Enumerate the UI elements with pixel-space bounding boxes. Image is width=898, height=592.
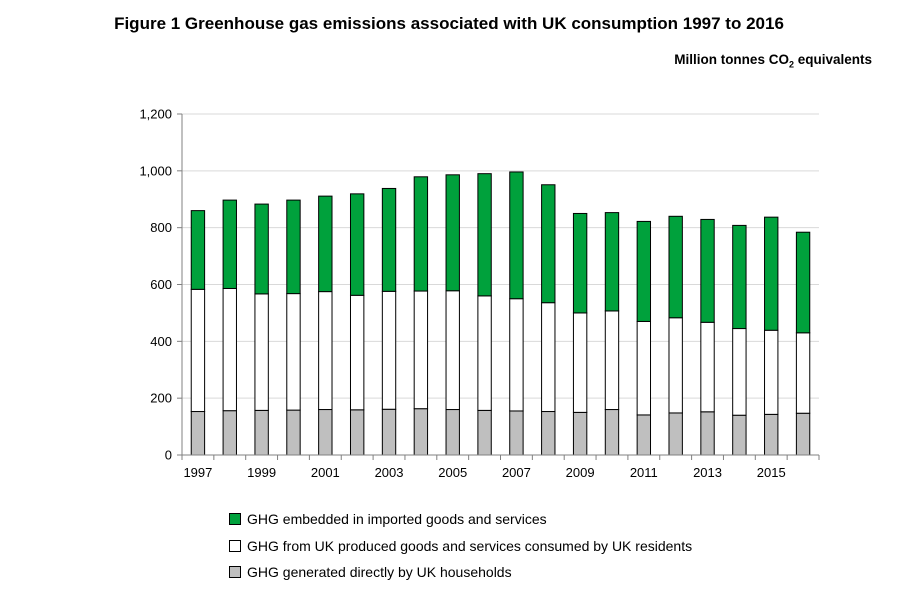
y-tick-label: 200 xyxy=(150,391,172,406)
x-tick-label: 2007 xyxy=(502,465,531,480)
gridlines xyxy=(182,113,819,399)
bar-segment-2-1997 xyxy=(190,210,206,290)
bar-segment-2-2002 xyxy=(349,193,365,296)
bar-segment-2-2015 xyxy=(764,216,779,331)
units-prefix: Million tonnes CO xyxy=(674,52,789,67)
bar-segment-0-2014 xyxy=(732,414,747,456)
bar-segment-1-2014 xyxy=(732,328,747,416)
bars xyxy=(190,171,811,456)
bar-segment-2-2001 xyxy=(318,195,333,293)
bar-segment-0-2015 xyxy=(764,413,779,456)
bar-segment-1-2007 xyxy=(509,298,524,412)
x-tick-label: 2013 xyxy=(693,465,722,480)
units-label: Million tonnes CO2 equivalents xyxy=(674,52,872,70)
bar-segment-1-1997 xyxy=(190,288,206,413)
bar-segment-0-2002 xyxy=(349,409,365,456)
bar-segment-2-2006 xyxy=(477,173,492,297)
bar-segment-0-2004 xyxy=(413,408,429,456)
bar-segment-2-2010 xyxy=(604,212,620,312)
bar-segment-0-2001 xyxy=(318,409,333,456)
bar-segment-2-2012 xyxy=(668,215,683,319)
x-tick-label: 2005 xyxy=(438,465,467,480)
bar-segment-0-2005 xyxy=(445,409,460,456)
bar-segment-1-2015 xyxy=(764,329,779,415)
x-tick-label: 1997 xyxy=(183,465,212,480)
y-tick-label: 1,200 xyxy=(139,107,172,122)
bar-segment-1-2000 xyxy=(286,293,301,411)
bar-segment-1-2012 xyxy=(668,317,683,414)
x-tick-labels: 1997 1999 2001 2003 2005 2007 2009 2011 2013 2015 xyxy=(183,465,785,480)
legend-label: GHG generated directly by UK households xyxy=(247,564,512,581)
bar-segment-1-2006 xyxy=(477,295,492,411)
y-tick-label: 0 xyxy=(165,448,172,463)
bar-segment-0-2010 xyxy=(604,409,620,456)
legend-item: GHG embedded in imported goods and servi… xyxy=(229,506,692,533)
bar-segment-2-1998 xyxy=(222,199,237,289)
bar-segment-0-1997 xyxy=(190,411,206,456)
bar-segment-2-2007 xyxy=(509,171,524,300)
bar-segment-0-2000 xyxy=(286,409,301,456)
bar-segment-1-2003 xyxy=(381,290,397,410)
bar-segment-1-2016 xyxy=(795,332,811,414)
x-tick-label: 2011 xyxy=(630,465,658,480)
bar-segment-1-2010 xyxy=(604,310,620,411)
x-tick-label: 2009 xyxy=(566,465,595,480)
chart-title: Figure 1 Greenhouse gas emissions associ… xyxy=(114,14,784,33)
bar-segment-0-2011 xyxy=(636,414,652,456)
legend-swatch xyxy=(229,566,241,579)
bar-segment-1-2001 xyxy=(318,291,333,411)
units-suffix: equivalents xyxy=(793,52,872,67)
bar-segment-2-2008 xyxy=(541,184,556,304)
y-tick-label: 600 xyxy=(150,277,172,292)
legend-item: GHG from UK produced goods and services … xyxy=(229,533,692,560)
bar-segment-2-2016 xyxy=(795,231,811,334)
bar-segment-0-2016 xyxy=(795,412,811,456)
bar-segment-1-2011 xyxy=(636,320,652,416)
units-subscript: 2 xyxy=(788,59,794,70)
bar-segment-0-2013 xyxy=(700,411,715,456)
bar-segment-0-2007 xyxy=(509,410,524,456)
bar-segment-0-2003 xyxy=(381,408,397,456)
bar-segment-2-2003 xyxy=(381,187,397,292)
y-tick-label: 1,000 xyxy=(139,163,172,178)
bar-segment-2-2005 xyxy=(445,174,460,292)
bar-segment-1-2013 xyxy=(700,321,715,413)
axes xyxy=(177,113,820,460)
bar-segment-1-2004 xyxy=(413,290,429,410)
bar-segment-2-2000 xyxy=(286,199,301,295)
legend-label: GHG embedded in imported goods and servi… xyxy=(247,511,547,528)
bar-segment-0-2012 xyxy=(668,412,683,456)
bar-segment-2-1999 xyxy=(254,203,269,295)
x-tick-label: 1999 xyxy=(247,465,276,480)
y-tick-labels: 0 200 400 600 800 1,000 1,200 xyxy=(139,107,172,463)
x-tick-label: 2015 xyxy=(757,465,786,480)
bar-segment-1-1998 xyxy=(222,287,237,412)
legend-swatch xyxy=(229,539,241,552)
legend-item: GHG generated directly by UK households xyxy=(229,559,692,586)
bar-segment-2-2009 xyxy=(572,212,588,314)
bar-segment-0-2008 xyxy=(541,411,556,456)
bar-segment-2-2014 xyxy=(732,224,747,330)
legend: GHG embedded in imported goods and servi… xyxy=(229,506,692,586)
y-tick-label: 400 xyxy=(150,334,172,349)
bar-segment-2-2011 xyxy=(636,220,652,322)
bar-segment-0-2006 xyxy=(477,409,492,456)
legend-label: GHG from UK produced goods and services … xyxy=(247,537,693,554)
bar-segment-1-2008 xyxy=(541,302,556,413)
bar-segment-0-1999 xyxy=(254,409,269,456)
bar-segment-1-2005 xyxy=(445,290,460,411)
legend-swatch xyxy=(229,513,241,526)
y-tick-label: 800 xyxy=(150,220,172,235)
bar-segment-0-1998 xyxy=(222,410,237,456)
x-tick-label: 2003 xyxy=(375,465,404,480)
bar-segment-1-2002 xyxy=(349,294,365,411)
bar-segment-0-2009 xyxy=(572,411,588,456)
bar-segment-2-2004 xyxy=(413,176,429,292)
bar-segment-2-2013 xyxy=(700,218,715,323)
bar-segment-1-2009 xyxy=(572,312,588,413)
bar-segment-1-1999 xyxy=(254,293,269,411)
x-tick-label: 2001 xyxy=(311,465,340,480)
